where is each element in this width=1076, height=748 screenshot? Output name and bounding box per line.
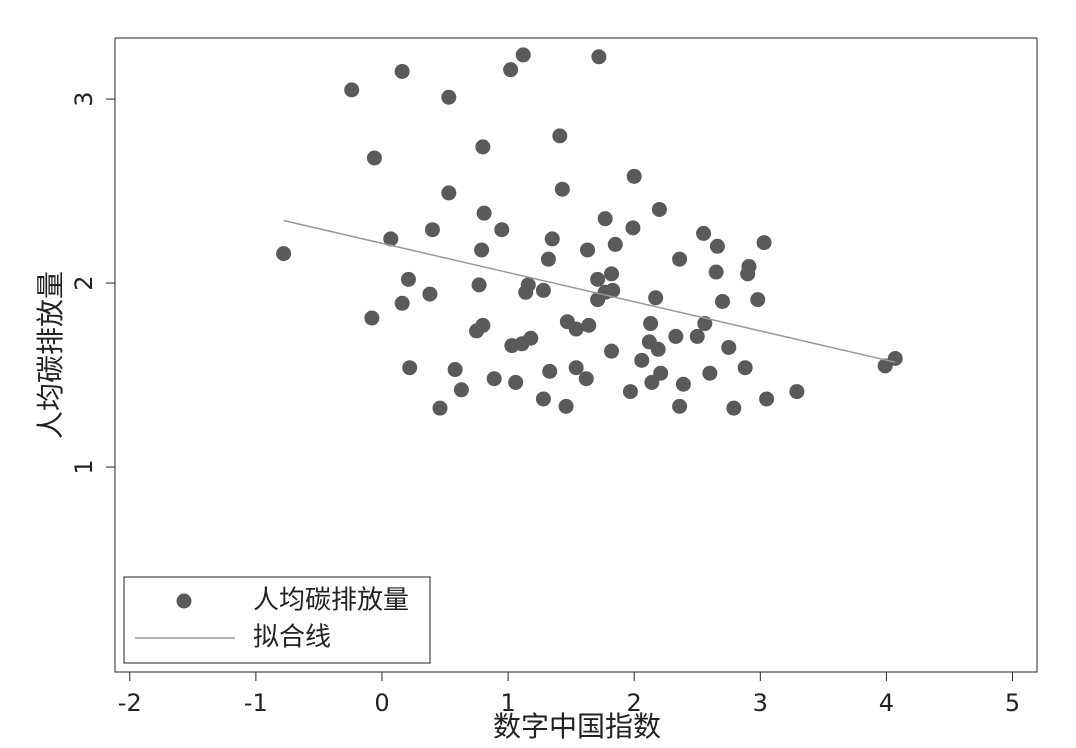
- scatter-point: [597, 211, 613, 227]
- scatter-point: [394, 63, 410, 79]
- x-tick-label: 3: [753, 689, 768, 717]
- scatter-point: [503, 62, 519, 78]
- scatter-point: [476, 205, 492, 221]
- legend-label: 拟合线: [253, 623, 331, 653]
- x-tick-label: -1: [244, 689, 268, 717]
- scatter-point: [394, 295, 410, 311]
- scatter-point: [469, 323, 485, 339]
- y-axis-label: 人均碳排放量: [34, 271, 67, 439]
- scatter-point: [750, 292, 766, 308]
- scatter-point: [721, 339, 737, 355]
- scatter-point: [709, 238, 725, 254]
- scatter-point: [447, 362, 463, 378]
- scatter-point: [590, 271, 606, 287]
- scatter-point: [494, 222, 510, 238]
- scatter-point: [518, 284, 534, 300]
- scatter-point: [651, 201, 667, 217]
- scatter-point: [441, 89, 457, 105]
- plot-frame: [114, 37, 1038, 673]
- scatter-point: [474, 242, 490, 258]
- x-tick-label: 2: [627, 689, 642, 717]
- y-tick-label: 3: [70, 91, 98, 106]
- scatter-point: [697, 316, 713, 332]
- x-tick-label: 4: [879, 689, 894, 717]
- scatter-point: [508, 374, 524, 390]
- scatter-point: [514, 336, 530, 352]
- scatter-point: [590, 292, 606, 308]
- scatter-point: [554, 181, 570, 197]
- scatter-point: [759, 391, 775, 407]
- scatter-point: [756, 235, 772, 251]
- scatter-point: [558, 398, 574, 414]
- scatter-point: [726, 400, 742, 416]
- x-tick-label: 0: [374, 689, 389, 717]
- scatter-point: [383, 231, 399, 247]
- scatter-point: [535, 391, 551, 407]
- scatter-point: [344, 82, 360, 98]
- scatter-point: [402, 360, 418, 376]
- scatter-point: [578, 371, 594, 387]
- scatter-point: [453, 382, 469, 398]
- scatter-point: [634, 352, 650, 368]
- scatter-point: [702, 365, 718, 381]
- scatter-point: [625, 220, 641, 236]
- scatter-point: [400, 271, 416, 287]
- fit-line: [283, 219, 896, 363]
- scatter-point: [542, 363, 558, 379]
- scatter-point: [544, 231, 560, 247]
- x-tick-label: -2: [118, 689, 142, 717]
- scatter-point: [887, 350, 903, 366]
- scatter-point: [668, 328, 684, 344]
- scatter-point: [591, 49, 607, 65]
- scatter-point: [714, 293, 730, 309]
- scatter-point: [540, 251, 556, 267]
- scatter-point: [432, 400, 448, 416]
- scatter-point: [604, 343, 620, 359]
- scatter-point: [740, 266, 756, 282]
- scatter-point: [441, 185, 457, 201]
- scatter-point: [689, 328, 705, 344]
- scatter-point: [644, 374, 660, 390]
- y-tick-label: 2: [70, 275, 98, 290]
- scatter-point: [675, 376, 691, 392]
- scatter-point: [650, 341, 666, 357]
- scatter-point: [672, 398, 688, 414]
- scatter-point: [475, 139, 491, 155]
- scatter-point: [737, 360, 753, 376]
- x-axis-label: 数字中国指数: [493, 710, 661, 743]
- scatter-point: [696, 225, 712, 241]
- scatter-point: [622, 384, 638, 400]
- scatter-point: [607, 236, 623, 252]
- scatter-point: [568, 360, 584, 376]
- scatter-point: [364, 310, 380, 326]
- scatter-point: [648, 290, 664, 306]
- scatter-point: [643, 316, 659, 332]
- scatter-point: [626, 168, 642, 184]
- scatter-point: [672, 251, 688, 267]
- scatter-point: [424, 222, 440, 238]
- scatter-point: [581, 317, 597, 333]
- scatter-point: [789, 384, 805, 400]
- x-tick-label: 5: [1005, 689, 1020, 717]
- scatter-point: [604, 266, 620, 282]
- scatter-point: [276, 246, 292, 262]
- legend-marker: [176, 593, 192, 609]
- scatter-point: [535, 282, 551, 298]
- x-tick-label: 1: [500, 689, 515, 717]
- legend-label: 人均碳排放量: [253, 586, 409, 616]
- scatter-point: [568, 321, 584, 337]
- scatter-point: [580, 242, 596, 258]
- scatter-point: [552, 128, 568, 144]
- legend-box: [123, 576, 431, 664]
- scatter-point: [471, 277, 487, 293]
- scatter-point: [366, 150, 382, 166]
- scatter-point: [515, 47, 531, 63]
- scatter-point: [486, 371, 502, 387]
- y-tick-label: 1: [70, 459, 98, 474]
- scatter-point: [708, 264, 724, 280]
- scatter-point: [422, 286, 438, 302]
